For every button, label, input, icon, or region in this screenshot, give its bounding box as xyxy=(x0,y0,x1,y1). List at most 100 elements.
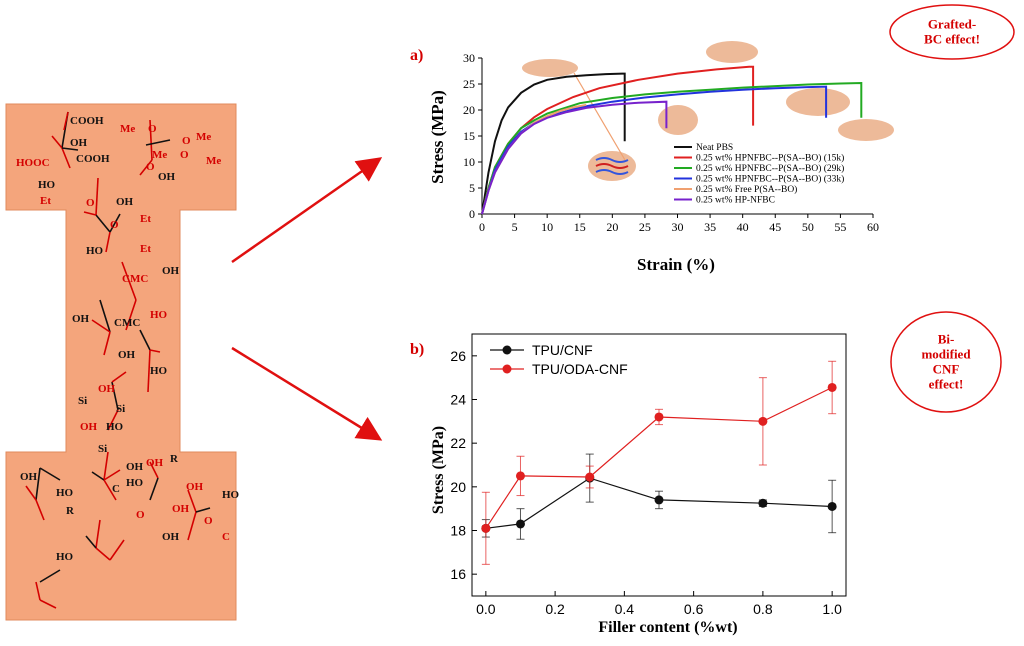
chem-label: Me xyxy=(196,131,211,143)
bond-line xyxy=(39,467,61,481)
legend-label: Neat PBS xyxy=(696,143,733,153)
illustration-blob xyxy=(706,41,758,63)
bond-line xyxy=(83,211,97,216)
illustration-blob xyxy=(786,88,850,116)
illustration-blob xyxy=(522,59,578,77)
chem-label: HO xyxy=(150,365,168,377)
bond-line xyxy=(109,213,121,233)
badge-line: Grafted- xyxy=(928,17,976,32)
chem-label: COOH xyxy=(70,115,104,127)
bond-line xyxy=(103,469,121,481)
badge-line: modified xyxy=(921,347,971,362)
chem-label: Me xyxy=(206,155,221,167)
bond-line xyxy=(107,409,119,431)
y-tick-label: 0 xyxy=(469,207,475,221)
chart-b: b) 0.0 0.2 0.4 0.6 0.8 1.0 16 18 20 22 24 26 TPU/CN… xyxy=(410,333,847,636)
data-point xyxy=(481,523,491,533)
data-point xyxy=(827,382,837,392)
data-point xyxy=(515,471,525,481)
x-tick-label: 5 xyxy=(512,220,518,234)
data-point xyxy=(758,416,768,426)
chem-label: OH xyxy=(162,531,180,543)
chem-label: HO xyxy=(56,551,74,563)
bond-line xyxy=(145,139,171,146)
bond-line xyxy=(121,261,137,301)
chem-label: Et xyxy=(140,243,151,255)
series-line xyxy=(485,477,833,529)
panel-a-label: a) xyxy=(410,47,423,64)
fiber-squiggle xyxy=(595,163,629,169)
chem-label: OH xyxy=(98,383,116,395)
bond-line xyxy=(109,539,125,561)
chart-a: a) 0 5 10 15 20 25 30 35 40 45 50 55 60051015202530 … xyxy=(410,41,894,274)
chem-label: CMC xyxy=(122,273,148,285)
badge-line: Bi- xyxy=(938,332,955,347)
bond-line xyxy=(51,135,63,149)
legend-label: TPU/ODA-CNF xyxy=(532,361,628,377)
x-tick-label: 0 xyxy=(479,220,485,234)
y-tick-label: 15 xyxy=(463,129,475,143)
chem-label: OH xyxy=(80,421,98,433)
chart-a-ylabel: Stress (MPa) xyxy=(428,90,447,184)
data-point xyxy=(827,501,837,511)
bond-line xyxy=(35,467,41,501)
bond-line xyxy=(95,519,101,549)
bond-line xyxy=(85,535,97,549)
chart-b-legend: TPU/CNF TPU/ODA-CNF xyxy=(490,342,628,377)
bond-line xyxy=(39,569,61,583)
y-tick-label: 22 xyxy=(450,435,466,451)
chem-label: O xyxy=(182,135,191,147)
chem-label: HO xyxy=(222,489,240,501)
chem-label: Me xyxy=(152,149,167,161)
bond-line xyxy=(149,477,159,501)
bond-line xyxy=(63,111,69,131)
x-tick-label: 15 xyxy=(574,220,586,234)
legend-label: 0.25 wt% HPNFBC-g-P(SA-alt-BO) (33k) xyxy=(696,174,844,185)
dogbone-shape xyxy=(5,103,237,621)
chem-label: HOOC xyxy=(16,157,50,169)
badge-grafted: Grafted-BC effect! xyxy=(889,4,1015,60)
x-tick-label: 0.0 xyxy=(476,601,496,617)
data-point xyxy=(515,519,525,529)
legend-label: 0.25 wt% HPNFBC-g-P(SA-alt-BO) (15k) xyxy=(696,153,844,164)
legend-label: 0.25 wt% Free P(SA-alt-BO) xyxy=(696,184,797,195)
bond-line xyxy=(149,119,153,161)
chem-label: OH xyxy=(116,196,134,208)
data-point xyxy=(758,498,768,508)
y-tick-label: 24 xyxy=(450,392,466,408)
x-tick-label: 0.4 xyxy=(615,601,635,617)
chem-label: R xyxy=(66,505,75,517)
data-point xyxy=(654,495,664,505)
chem-label: O xyxy=(204,515,213,527)
chart-b-ylabel: Stress (MPa) xyxy=(430,426,447,514)
legend-marker xyxy=(502,364,512,374)
fiber-squiggle xyxy=(595,157,629,163)
chem-label: OH xyxy=(70,137,88,149)
chem-label: Et xyxy=(140,213,151,225)
x-tick-label: 50 xyxy=(802,220,814,234)
bond-line xyxy=(195,507,211,513)
y-tick-label: 26 xyxy=(450,348,466,364)
chem-label: OH xyxy=(126,461,144,473)
chem-label: HO xyxy=(86,245,104,257)
bond-line xyxy=(149,349,161,353)
x-tick-label: 40 xyxy=(737,220,749,234)
chem-label: R xyxy=(170,453,179,465)
chart-b-axes: 0.0 0.2 0.4 0.6 0.8 1.0 16 18 20 22 24 26 xyxy=(450,333,847,617)
chem-label: O xyxy=(180,149,189,161)
series-line xyxy=(481,81,863,215)
chem-label: HO xyxy=(106,421,124,433)
chem-label: HO xyxy=(56,487,74,499)
bond-line xyxy=(111,381,119,411)
chem-label: Si xyxy=(98,443,107,455)
chem-label: CMC xyxy=(114,317,140,329)
illustration-pointer xyxy=(573,72,626,161)
bond-line xyxy=(111,371,127,383)
badge-line: CNF xyxy=(933,362,960,377)
x-tick-label: 1.0 xyxy=(822,601,842,617)
series-line xyxy=(481,85,828,215)
chem-label: OH xyxy=(186,481,204,493)
badge-bimodified: Bi-modified CNF effect! xyxy=(890,311,1002,413)
